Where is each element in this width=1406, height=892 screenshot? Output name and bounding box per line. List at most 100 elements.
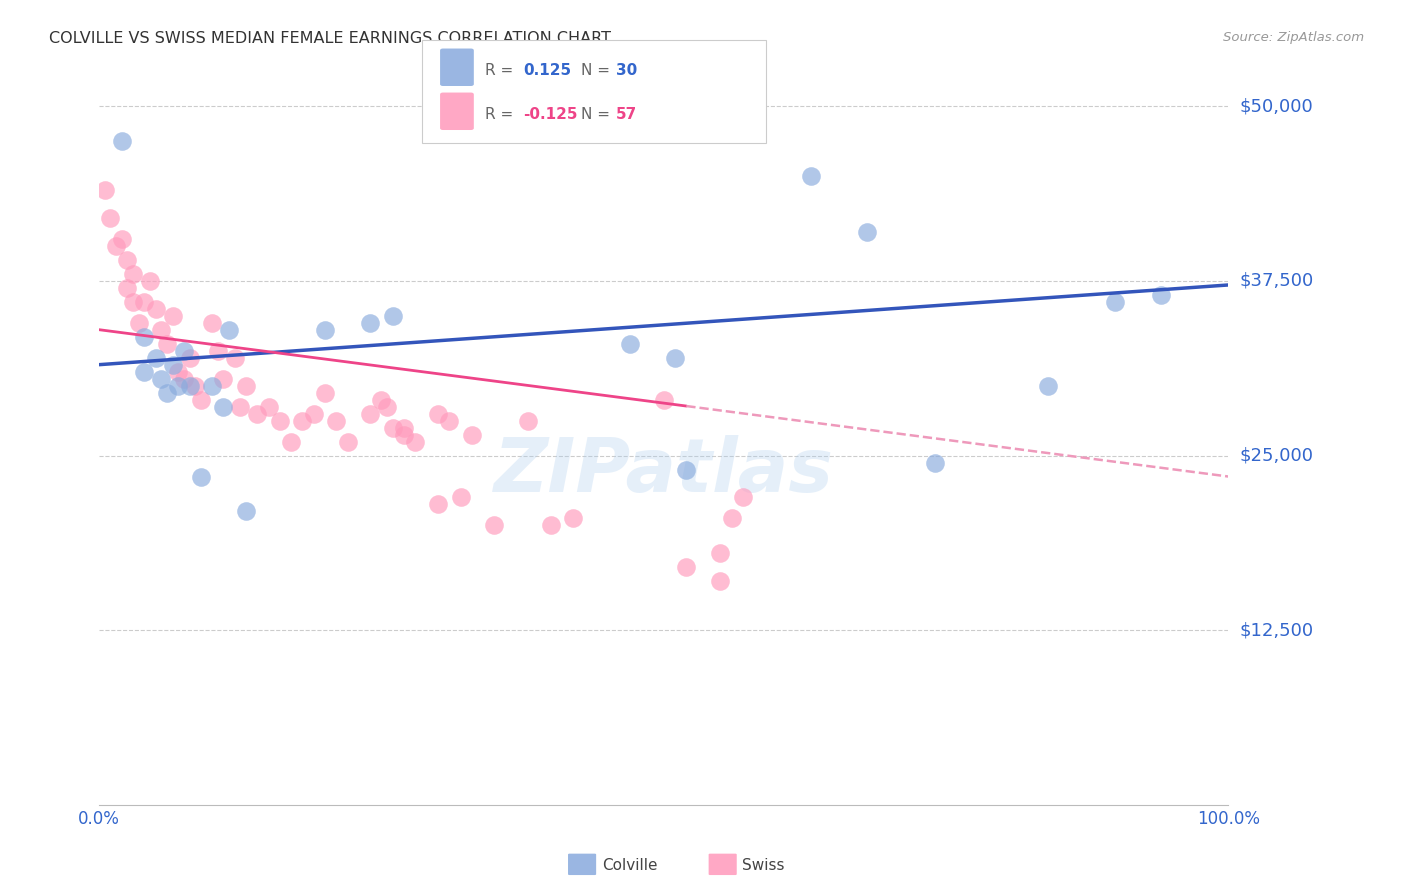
Text: 30: 30 (616, 63, 637, 78)
Point (162, 309, 184, 323)
Point (450, 491, 472, 505)
Point (675, 560, 697, 574)
Text: $25,000: $25,000 (1240, 447, 1313, 465)
Point (167, 378, 190, 392)
Text: COLVILLE VS SWISS MEDIAN FEMALE EARNINGS CORRELATION CHART: COLVILLE VS SWISS MEDIAN FEMALE EARNINGS… (49, 31, 612, 46)
Text: ZIPatlas: ZIPatlas (494, 435, 834, 508)
Point (139, 274, 162, 288)
Text: -0.125: -0.125 (523, 107, 578, 122)
Point (179, 351, 201, 365)
Point (201, 378, 224, 392)
Point (190, 469, 212, 483)
Text: $37,500: $37,500 (1240, 272, 1313, 290)
Point (122, 294, 145, 309)
Point (212, 400, 235, 414)
Point (173, 343, 195, 358)
Point (370, 392, 392, 407)
Point (100, 211, 122, 225)
Point (145, 301, 167, 316)
Point (167, 365, 190, 379)
Point (173, 371, 195, 385)
Point (381, 420, 404, 434)
Point (314, 385, 336, 400)
Text: $50,000: $50,000 (1240, 97, 1313, 115)
Point (150, 323, 173, 337)
Text: R =: R = (485, 107, 519, 122)
Point (128, 316, 150, 330)
Point (392, 420, 415, 434)
Point (325, 414, 347, 428)
Point (709, 574, 731, 589)
Point (246, 407, 269, 421)
Text: 57: 57 (616, 107, 637, 122)
Point (484, 518, 506, 533)
Point (229, 400, 252, 414)
Point (117, 252, 139, 267)
Point (664, 351, 686, 365)
Point (150, 371, 173, 385)
Point (224, 351, 246, 365)
Text: N =: N = (581, 63, 614, 78)
Point (156, 336, 179, 351)
Point (709, 546, 731, 560)
Point (179, 378, 201, 392)
Point (1149, 287, 1171, 301)
Point (235, 504, 257, 518)
Point (720, 511, 742, 525)
Point (111, 134, 134, 148)
Point (190, 392, 212, 407)
Point (426, 407, 449, 421)
Point (201, 316, 224, 330)
Point (359, 316, 381, 330)
Point (375, 400, 398, 414)
Point (517, 414, 540, 428)
Point (336, 434, 359, 449)
Point (799, 169, 821, 183)
Text: $12,500: $12,500 (1240, 622, 1313, 640)
Point (439, 414, 461, 428)
Point (675, 462, 697, 476)
Point (122, 267, 145, 281)
Point (924, 456, 946, 470)
Text: R =: R = (485, 63, 519, 78)
Text: Colville: Colville (602, 858, 657, 872)
Point (134, 365, 156, 379)
Point (426, 498, 449, 512)
Point (461, 427, 484, 442)
Point (105, 239, 128, 253)
Point (94, 183, 117, 197)
Point (291, 414, 314, 428)
Point (731, 491, 754, 505)
Point (212, 371, 235, 385)
Point (111, 232, 134, 246)
Point (562, 511, 585, 525)
Point (856, 225, 879, 239)
Point (1104, 294, 1126, 309)
Point (145, 351, 167, 365)
Text: 0.125: 0.125 (523, 63, 571, 78)
Point (207, 343, 229, 358)
Point (134, 294, 156, 309)
Text: Source: ZipAtlas.com: Source: ZipAtlas.com (1223, 31, 1364, 45)
Point (184, 378, 207, 392)
Point (235, 378, 257, 392)
Point (269, 414, 291, 428)
Point (619, 336, 641, 351)
Point (404, 434, 426, 449)
Point (381, 309, 404, 323)
Point (218, 323, 240, 337)
Point (392, 427, 415, 442)
Text: N =: N = (581, 107, 614, 122)
Point (156, 385, 179, 400)
Point (302, 407, 325, 421)
Point (280, 434, 302, 449)
Point (117, 281, 139, 295)
Point (162, 358, 184, 372)
Point (1036, 378, 1059, 392)
Point (314, 323, 336, 337)
Point (257, 400, 280, 414)
Point (134, 329, 156, 343)
Point (540, 518, 562, 533)
Point (652, 392, 675, 407)
Text: Swiss: Swiss (742, 858, 785, 872)
